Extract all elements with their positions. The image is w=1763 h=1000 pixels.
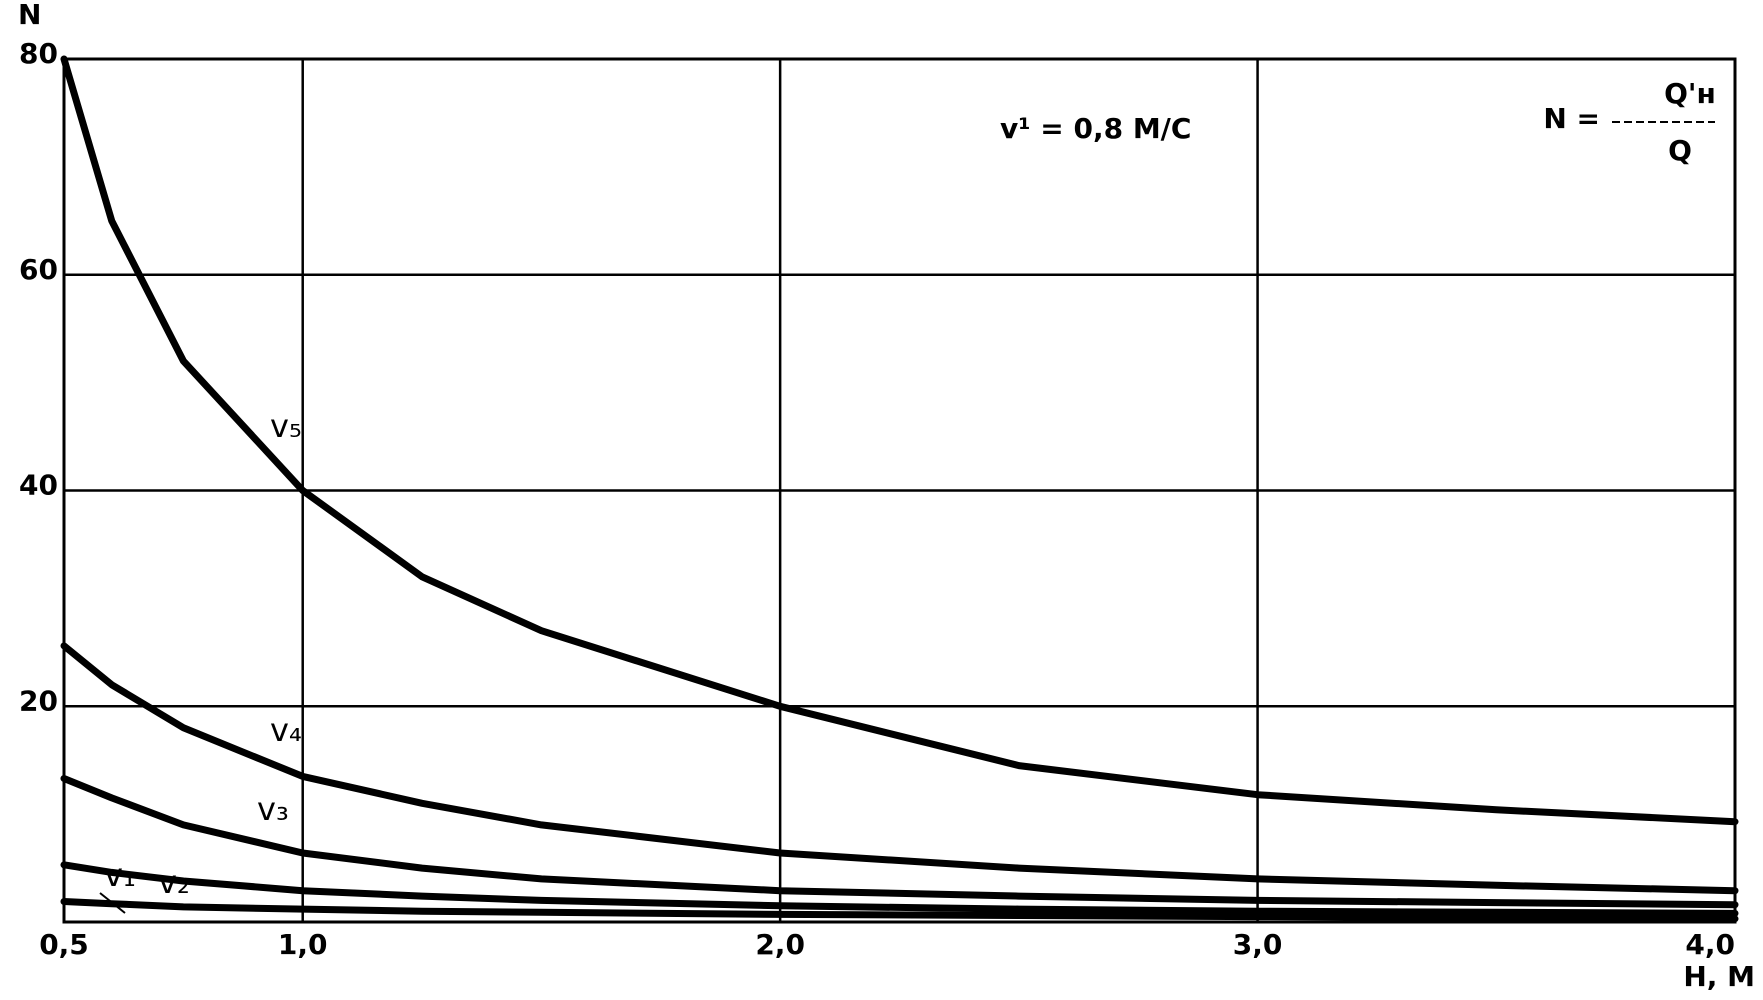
curve-label: v₄ [270,711,302,749]
x-tick-label: 0,5 [39,928,89,961]
x-tick-label: 4,0 [1685,928,1735,961]
formula-numerator: Q'н [1664,77,1716,110]
curve-label: v₂ [158,863,190,901]
x-tick-label: 3,0 [1233,928,1283,961]
formula-denominator: Q [1668,134,1692,167]
formula-lhs: N = [1543,102,1600,135]
y-tick-label: 20 [19,684,58,717]
y-tick-label: 80 [19,37,58,70]
x-axis-label: H, M [1683,960,1755,993]
x-tick-label: 2,0 [755,928,805,961]
y-axis-label: N [18,0,41,31]
curve-label: v₅ [270,407,302,445]
annotation: v¹ = 0,8 M/C [1000,112,1191,145]
curve-label: v₃ [257,790,289,828]
x-tick-label: 1,0 [278,928,328,961]
curve-label: v₁ [104,856,136,894]
curve [60,55,1739,826]
curve [60,898,1739,923]
curve [60,861,1739,917]
y-tick-label: 60 [19,253,58,286]
curve [60,775,1739,909]
y-tick-label: 40 [19,469,58,502]
curve [60,642,1739,895]
leader-line [99,892,126,914]
